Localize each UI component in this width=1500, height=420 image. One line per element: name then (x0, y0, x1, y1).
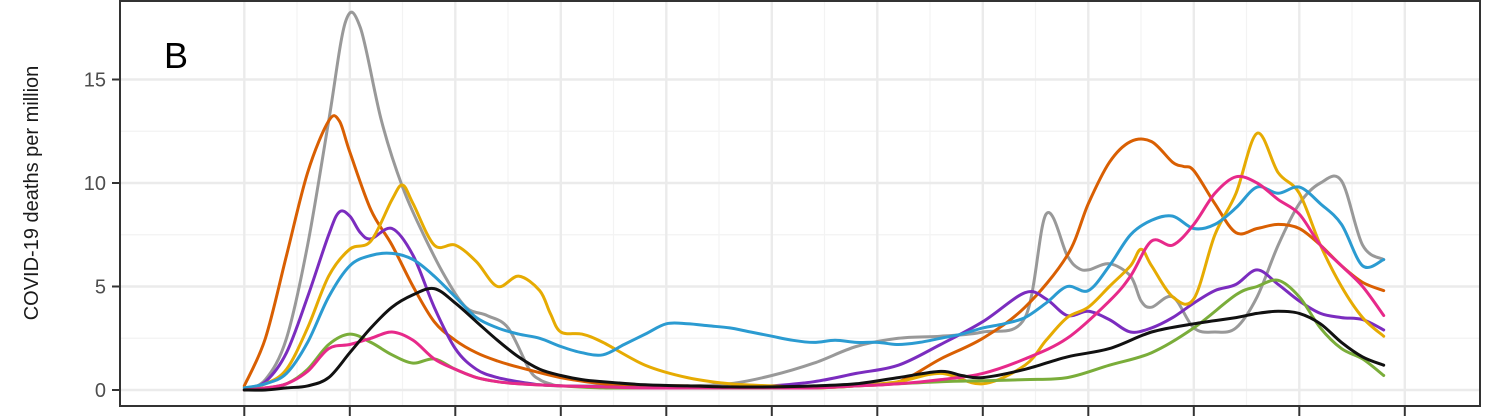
panel-label: B (164, 35, 188, 76)
y-tick-label: 15 (84, 70, 106, 92)
y-tick-label: 5 (95, 277, 106, 299)
series-line-1 (242, 10, 1386, 392)
panel-border (119, 0, 1481, 407)
series-line-7 (242, 174, 1386, 392)
y-axis-title: COVID-19 deaths per million (21, 66, 43, 321)
y-tick-label: 0 (95, 380, 106, 402)
grid-lines (120, 0, 1480, 406)
series-line-2 (242, 114, 1386, 390)
axes: 0 5 10 15 (84, 70, 1406, 416)
y-tick-label: 10 (84, 173, 106, 195)
series-line-8 (242, 286, 1386, 392)
series-line-6 (242, 278, 1386, 392)
series-line-3 (242, 209, 1386, 392)
series-lines (242, 10, 1386, 392)
series-line-5 (242, 185, 1386, 390)
